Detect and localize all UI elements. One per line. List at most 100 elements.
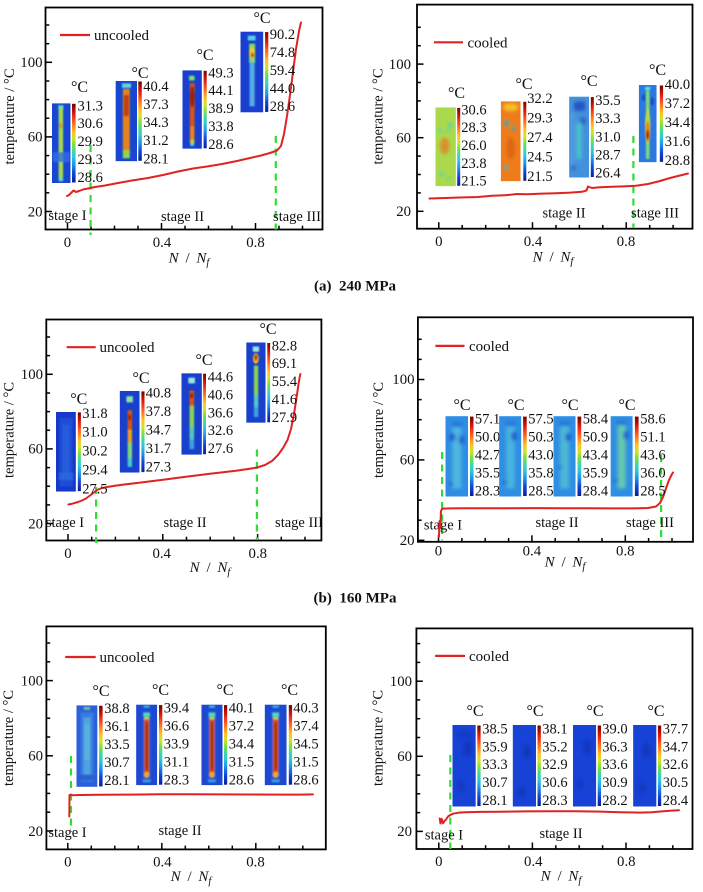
svg-text:stage III: stage III: [626, 515, 674, 531]
svg-text:37.2: 37.2: [665, 96, 690, 112]
svg-text:cooled: cooled: [468, 35, 508, 51]
svg-text:34.4: 34.4: [665, 115, 691, 131]
svg-text:39.0: 39.0: [602, 722, 627, 738]
svg-text:uncooled: uncooled: [100, 650, 155, 666]
svg-text:32.6: 32.6: [663, 757, 688, 773]
svg-text:28.6: 28.6: [270, 99, 295, 115]
svg-text:27.3: 27.3: [146, 460, 171, 476]
svg-text:29.3: 29.3: [78, 152, 103, 168]
svg-text:36.6: 36.6: [164, 718, 189, 734]
svg-text:57.5: 57.5: [528, 412, 553, 428]
svg-text:38.5: 38.5: [482, 722, 507, 738]
svg-text:57.1: 57.1: [475, 412, 500, 428]
svg-text:23.8: 23.8: [461, 156, 486, 172]
svg-text:26.0: 26.0: [461, 138, 486, 154]
svg-text:28.8: 28.8: [665, 153, 690, 169]
svg-text:N / Nf: N / Nf: [532, 250, 576, 268]
svg-text:39.4: 39.4: [164, 700, 190, 716]
svg-text:30.9: 30.9: [602, 775, 627, 791]
svg-text:37.4: 37.4: [293, 718, 319, 734]
svg-text:60: 60: [400, 453, 415, 469]
svg-text:35.5: 35.5: [595, 93, 620, 109]
svg-text:35.5: 35.5: [475, 466, 500, 482]
svg-text:°C: °C: [561, 397, 578, 414]
svg-text:30.7: 30.7: [482, 775, 507, 791]
svg-text:38.9: 38.9: [208, 101, 233, 117]
svg-text:36.0: 36.0: [640, 466, 665, 482]
svg-text:30.6: 30.6: [78, 116, 103, 132]
svg-text:43.4: 43.4: [583, 448, 609, 464]
svg-text:34.7: 34.7: [663, 739, 688, 755]
svg-text:28.6: 28.6: [78, 170, 103, 186]
svg-text:29.3: 29.3: [527, 110, 552, 126]
svg-text:33.5: 33.5: [104, 737, 129, 753]
svg-text:stage I: stage I: [424, 518, 462, 534]
svg-text:38.8: 38.8: [104, 701, 129, 717]
svg-text:°C: °C: [618, 397, 635, 414]
svg-text:31.0: 31.0: [82, 425, 107, 441]
svg-text:43.0: 43.0: [528, 448, 553, 464]
svg-text:27.9: 27.9: [272, 410, 297, 426]
svg-text:51.1: 51.1: [640, 430, 665, 446]
svg-text:0.8: 0.8: [616, 544, 635, 560]
svg-text:°C: °C: [70, 391, 87, 408]
svg-text:°C: °C: [92, 683, 109, 700]
svg-text:59.4: 59.4: [270, 63, 296, 79]
svg-text:temperature / °C: temperature / °C: [2, 382, 18, 478]
svg-text:0.4: 0.4: [152, 546, 171, 562]
svg-text:0: 0: [64, 855, 71, 871]
svg-text:°C: °C: [132, 370, 149, 387]
svg-text:29.4: 29.4: [82, 463, 108, 479]
svg-text:28.4: 28.4: [663, 793, 689, 809]
svg-text:28.3: 28.3: [475, 484, 500, 500]
svg-text:28.5: 28.5: [640, 484, 665, 500]
svg-text:35.9: 35.9: [583, 466, 608, 482]
svg-text:100: 100: [21, 673, 43, 689]
svg-text:0: 0: [64, 235, 71, 251]
svg-text:°C: °C: [196, 47, 213, 64]
svg-text:28.6: 28.6: [208, 137, 233, 153]
svg-text:N / Nf: N / Nf: [168, 251, 212, 269]
svg-text:44.0: 44.0: [270, 81, 295, 97]
svg-text:20: 20: [397, 824, 412, 840]
svg-text:90.2: 90.2: [270, 27, 295, 43]
svg-text:33.3: 33.3: [482, 757, 507, 773]
svg-text:60: 60: [28, 130, 43, 146]
svg-text:30.5: 30.5: [663, 775, 688, 791]
svg-text:100: 100: [390, 674, 412, 690]
svg-text:28.1: 28.1: [104, 773, 129, 789]
svg-text:stage II: stage II: [542, 206, 585, 222]
svg-text:33.6: 33.6: [602, 757, 627, 773]
svg-text:(b) 160 MPa: (b) 160 MPa: [314, 591, 397, 607]
svg-text:0.8: 0.8: [249, 546, 268, 562]
svg-text:28.2: 28.2: [602, 793, 627, 809]
svg-text:cooled: cooled: [469, 339, 509, 355]
svg-text:temperature / °C: temperature / °C: [371, 382, 387, 478]
svg-text:33.9: 33.9: [164, 736, 189, 752]
svg-text:0.8: 0.8: [246, 855, 265, 871]
svg-text:30.6: 30.6: [461, 102, 486, 118]
svg-text:21.5: 21.5: [461, 174, 486, 190]
svg-text:40.6: 40.6: [208, 387, 233, 403]
svg-text:0.4: 0.4: [524, 234, 543, 250]
svg-text:100: 100: [389, 57, 411, 73]
svg-text:0.8: 0.8: [617, 854, 636, 870]
svg-text:40.8: 40.8: [146, 385, 171, 401]
svg-text:27.4: 27.4: [527, 130, 553, 146]
svg-text:stage III: stage III: [273, 209, 321, 225]
svg-text:°C: °C: [152, 682, 169, 699]
svg-text:31.5: 31.5: [293, 754, 318, 770]
svg-text:0.8: 0.8: [617, 234, 636, 250]
svg-text:cooled: cooled: [469, 649, 509, 665]
svg-text:°C: °C: [131, 65, 148, 82]
svg-text:31.7: 31.7: [146, 441, 171, 457]
svg-text:20: 20: [28, 516, 43, 532]
svg-text:°C: °C: [216, 682, 233, 699]
svg-text:40.3: 40.3: [293, 700, 318, 716]
svg-text:60: 60: [28, 749, 43, 765]
svg-text:24.5: 24.5: [527, 150, 552, 166]
svg-text:35.9: 35.9: [482, 739, 507, 755]
svg-text:uncooled: uncooled: [94, 28, 149, 44]
svg-text:31.0: 31.0: [595, 129, 620, 145]
svg-text:50.0: 50.0: [475, 430, 500, 446]
